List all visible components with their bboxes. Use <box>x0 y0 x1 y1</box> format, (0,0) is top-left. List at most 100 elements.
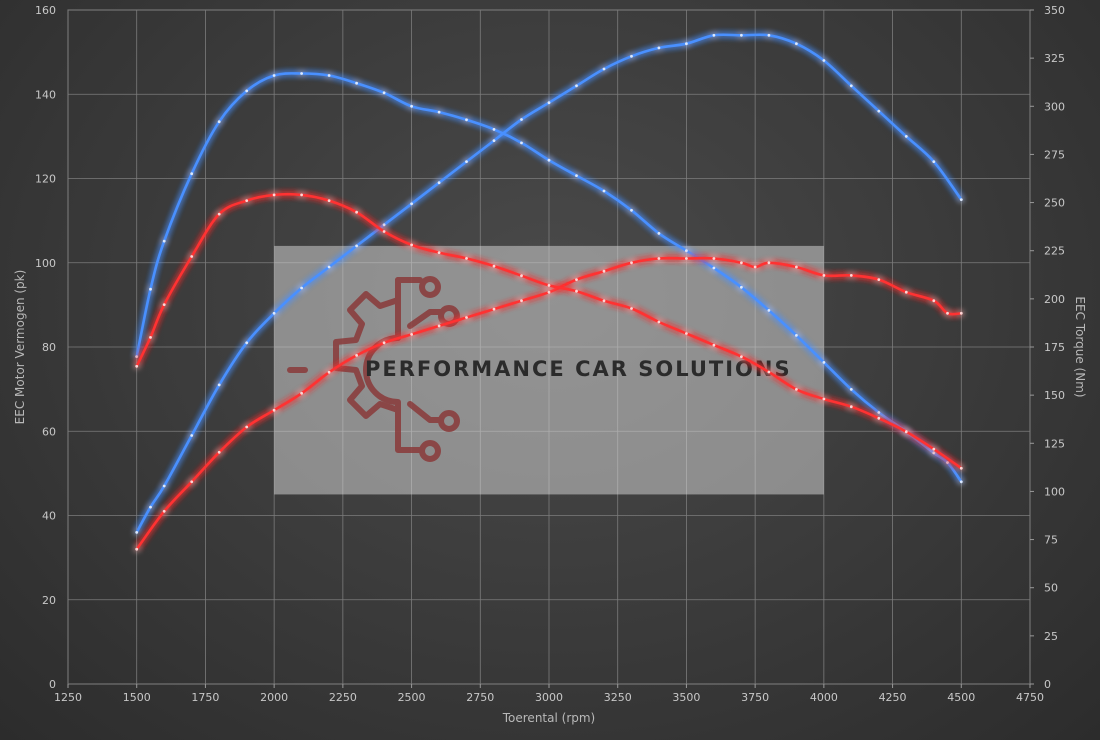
data-point <box>602 269 606 273</box>
data-point <box>767 370 771 374</box>
data-point <box>904 135 908 138</box>
y-tick-label: 0 <box>49 678 56 691</box>
data-point <box>410 243 413 247</box>
data-point <box>767 309 771 312</box>
data-point <box>355 81 358 85</box>
data-point <box>355 244 358 248</box>
data-point <box>190 255 194 258</box>
x-tick-label: 3000 <box>535 691 563 704</box>
data-point <box>795 265 798 269</box>
data-point <box>547 158 551 162</box>
x-axis: 1250 1500 1750 2000 2250 2500 2750 3000 3250 3500… <box>54 684 1044 704</box>
data-point <box>410 333 413 336</box>
data-point <box>217 212 221 216</box>
data-point <box>767 33 771 37</box>
data-point <box>272 74 276 77</box>
data-point <box>932 299 936 303</box>
data-point <box>149 505 152 509</box>
x-tick-label: 1250 <box>54 691 82 704</box>
data-point <box>300 72 303 75</box>
data-point <box>465 160 468 164</box>
data-point <box>959 311 963 315</box>
data-point <box>437 110 441 114</box>
data-point <box>932 451 936 455</box>
data-point <box>946 311 949 315</box>
y2-tick-label: 75 <box>1044 534 1058 547</box>
data-point <box>190 434 194 437</box>
data-point <box>575 174 578 178</box>
data-point <box>272 311 276 315</box>
data-point <box>575 84 578 88</box>
data-point <box>657 46 661 50</box>
data-point <box>849 388 853 391</box>
data-point <box>162 239 166 243</box>
data-point <box>465 118 468 122</box>
data-point <box>685 257 688 260</box>
y-axis-left: 0 20 40 60 80 100 120 140 160 <box>35 4 56 691</box>
data-point <box>932 160 936 164</box>
data-point <box>217 383 221 387</box>
data-point <box>437 181 441 185</box>
data-point <box>946 461 949 464</box>
data-point <box>245 199 249 203</box>
x-tick-label: 4750 <box>1016 691 1044 704</box>
data-point <box>602 67 606 71</box>
y-tick-label: 20 <box>42 594 56 607</box>
y-tick-label: 60 <box>42 425 56 438</box>
data-point <box>630 208 633 212</box>
data-point <box>492 127 496 131</box>
y2-axis-label: EEC Torque (Nm) <box>1073 296 1087 397</box>
y-axis-label: EEC Motor Vermogen (pk) <box>13 270 27 425</box>
data-point <box>822 397 826 401</box>
data-point <box>245 89 249 93</box>
data-point <box>602 299 606 303</box>
y2-tick-label: 250 <box>1044 197 1065 210</box>
data-point <box>547 290 551 294</box>
data-point <box>959 466 963 470</box>
data-point <box>465 257 468 260</box>
y-tick-label: 140 <box>35 88 56 101</box>
y2-tick-label: 300 <box>1044 100 1065 113</box>
y2-tick-label: 150 <box>1044 389 1065 402</box>
x-tick-label: 4250 <box>879 691 907 704</box>
x-tick-label: 3750 <box>741 691 769 704</box>
data-point <box>520 274 523 278</box>
y2-tick-label: 100 <box>1044 485 1065 498</box>
data-point <box>520 141 523 145</box>
data-point <box>272 193 276 197</box>
data-point <box>630 307 633 310</box>
series-tuned-right <box>135 72 963 484</box>
data-point <box>877 416 881 420</box>
y-tick-label: 160 <box>35 4 56 17</box>
data-point <box>520 299 523 303</box>
x-tick-label: 1500 <box>123 691 151 704</box>
data-point <box>575 289 578 293</box>
data-point <box>822 361 826 364</box>
data-point <box>959 198 963 202</box>
series-stock-right <box>135 192 963 470</box>
data-point <box>795 42 798 46</box>
data-point <box>575 278 578 281</box>
x-tick-label: 2000 <box>260 691 288 704</box>
data-point <box>217 450 221 454</box>
data-point <box>904 290 908 294</box>
x-tick-label: 3250 <box>604 691 632 704</box>
data-point <box>492 139 496 143</box>
data-point <box>740 33 743 37</box>
data-point <box>959 480 963 484</box>
data-point <box>382 91 386 95</box>
data-point <box>149 287 152 291</box>
y2-tick-label: 175 <box>1044 341 1065 354</box>
data-point <box>382 223 386 227</box>
data-point <box>465 316 468 319</box>
data-point <box>657 320 661 324</box>
data-point <box>932 447 936 451</box>
series-tuned-left <box>135 33 963 534</box>
data-point <box>355 210 358 214</box>
data-point <box>795 388 798 391</box>
data-point <box>327 265 331 269</box>
data-point <box>382 230 386 233</box>
data-point <box>795 334 798 337</box>
data-point <box>410 202 413 206</box>
